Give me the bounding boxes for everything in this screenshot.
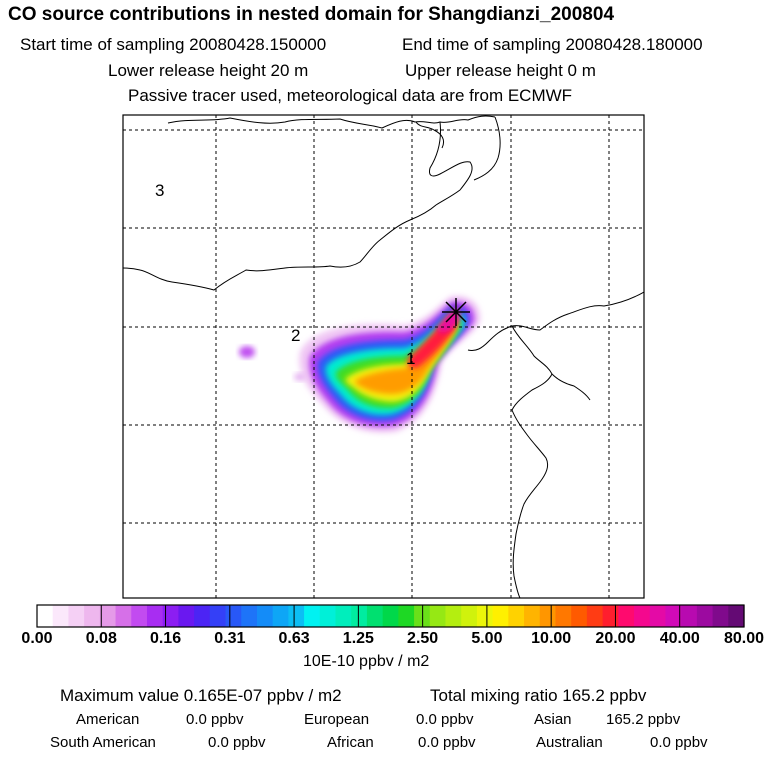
region-name-south-american: South American	[50, 734, 156, 751]
region-label-2: 2	[291, 326, 300, 345]
colorbar-tick-label: 10.00	[531, 630, 572, 647]
colorbar-units: 10E-10 ppbv / m2	[303, 653, 430, 670]
lower-height-text: Lower release height 20 m	[108, 61, 309, 80]
colorbar-tick-label: 80.00	[723, 630, 765, 647]
colorbar-swatch	[382, 605, 399, 627]
colorbar-swatch	[555, 605, 572, 627]
colorbar-swatch	[586, 605, 604, 627]
plume-isolated-patch	[239, 346, 255, 358]
colorbar-swatch	[68, 605, 85, 627]
colorbar-swatch	[335, 605, 352, 627]
colorbar-swatch	[712, 605, 729, 627]
colorbar-swatch	[304, 605, 321, 627]
colorbar-tick-label: 1.25	[342, 630, 374, 647]
region-value-australian: 0.0 ppbv	[650, 734, 708, 751]
colorbar-tick-label: 2.50	[407, 630, 439, 647]
colorbar-swatch	[398, 605, 415, 627]
colorbar-swatch	[508, 605, 525, 627]
tracer-note-text: Passive tracer used, meteorological data…	[128, 86, 573, 105]
plume-contours	[239, 295, 481, 433]
colorbar-swatch	[445, 605, 462, 627]
colorbar-swatch	[162, 605, 179, 627]
star-icon	[442, 298, 470, 326]
map-frame	[122, 114, 645, 599]
colorbar-swatch	[634, 605, 651, 627]
colorbar-tick-label: 40.00	[659, 630, 700, 647]
colorbar-swatch	[209, 605, 227, 627]
plume-layer-orange	[355, 320, 455, 394]
region-label-3: 3	[155, 181, 164, 200]
plume-isolated-patch-small	[294, 373, 306, 381]
colorbar-swatch	[618, 605, 635, 627]
region-value-asian: 165.2 ppbv	[606, 711, 681, 728]
max-value-text: Maximum value 0.165E-07 ppbv / m2	[60, 686, 342, 705]
colorbar-tick-label: 0.08	[85, 630, 117, 647]
region-name-australian: Australian	[536, 734, 603, 751]
region-value-american: 0.0 ppbv	[186, 711, 244, 728]
colorbar-tick-label: 5.00	[471, 630, 503, 647]
region-label-1: 1	[406, 349, 415, 368]
colorbar-tick-label: 0.16	[149, 630, 182, 647]
region-value-south-american: 0.0 ppbv	[208, 734, 266, 751]
colorbar-swatch	[37, 605, 54, 627]
colorbar-swatch	[476, 605, 494, 627]
colorbar-swatch	[288, 605, 305, 627]
colorbar-tick-label: 0.63	[278, 630, 310, 647]
colorbar-swatch	[131, 605, 148, 627]
colorbar-frame	[36, 604, 745, 628]
colorbar-swatch	[272, 605, 289, 627]
colorbar-swatch	[351, 605, 368, 627]
region-name-european: European	[304, 711, 370, 728]
lat-lon-grid	[123, 115, 644, 598]
start-time-text: Start time of sampling 20080428.150000	[20, 35, 327, 54]
plot-title: CO source contributions in nested domain…	[8, 4, 615, 25]
colorbar-swatch	[728, 605, 745, 627]
upper-height-text: Upper release height 0 m	[405, 61, 596, 80]
colorbar	[36, 604, 745, 628]
colorbar-swatch	[194, 605, 211, 627]
colorbar-tick-label: 0.31	[214, 630, 246, 647]
colorbar-swatch	[539, 605, 557, 627]
colorbar-swatch	[649, 605, 667, 627]
colorbar-tick-label: 20.00	[595, 630, 636, 647]
colorbar-swatch	[681, 605, 698, 627]
colorbar-swatch	[696, 605, 714, 627]
total-mixing-text: Total mixing ratio 165.2 ppbv	[430, 686, 647, 705]
colorbar-swatch	[366, 605, 384, 627]
colorbar-swatch	[99, 605, 117, 627]
region-name-african: African	[327, 734, 374, 751]
colorbar-swatch	[665, 605, 682, 627]
region-name-asian: Asian	[534, 711, 572, 728]
colorbar-swatch	[524, 605, 541, 627]
colorbar-swatch	[602, 605, 619, 627]
colorbar-swatch	[256, 605, 274, 627]
country-boundaries	[123, 115, 644, 598]
colorbar-tick-label: 0.00	[21, 630, 53, 647]
colorbar-swatch	[319, 605, 337, 627]
region-name-american: American	[76, 711, 140, 728]
colorbar-swatch	[492, 605, 509, 627]
colorbar-swatch	[52, 605, 70, 627]
region-value-african: 0.0 ppbv	[418, 734, 476, 751]
colorbar-swatch	[429, 605, 447, 627]
colorbar-swatch	[461, 605, 478, 627]
colorbar-swatch	[225, 605, 242, 627]
end-time-text: End time of sampling 20080428.180000	[402, 35, 703, 54]
colorbar-swatch	[115, 605, 132, 627]
colorbar-swatch	[178, 605, 195, 627]
colorbar-swatch	[84, 605, 101, 627]
region-value-european: 0.0 ppbv	[416, 711, 474, 728]
colorbar-swatch	[241, 605, 258, 627]
colorbar-swatch	[571, 605, 588, 627]
colorbar-swatch	[146, 605, 164, 627]
